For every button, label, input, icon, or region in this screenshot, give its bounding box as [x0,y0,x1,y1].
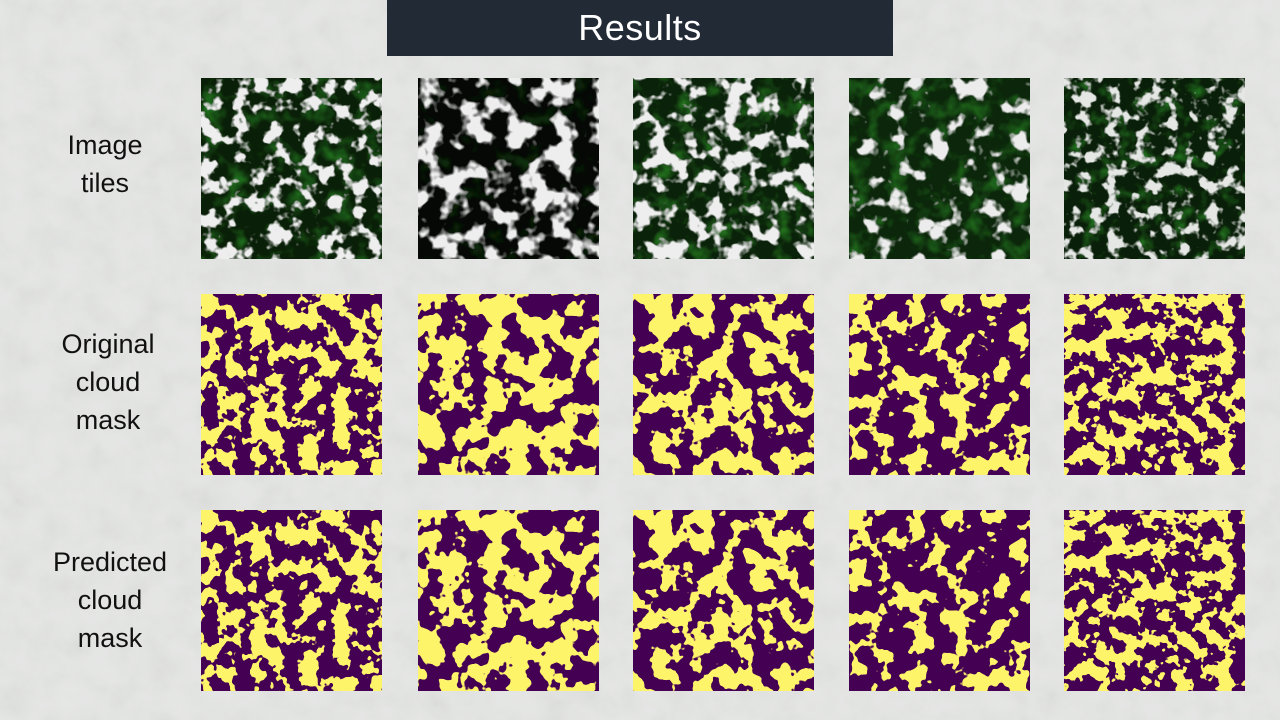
original-cloud-mask [201,294,382,475]
row-label-line: Predicted [52,547,168,577]
row-label-line: mask [77,623,143,653]
image-tile [849,78,1030,259]
row-label-line: mask [75,405,141,435]
predicted-cloud-mask [1064,510,1245,691]
image-tile [418,78,599,259]
original-cloud-mask [849,294,1030,475]
row-label-line: cloud [77,585,143,615]
row-label-line: Original [61,329,155,359]
row-label-original-cloud-mask: Original cloud mask [23,325,193,439]
predicted-cloud-mask [849,510,1030,691]
slide-title: Results [387,0,893,56]
predicted-cloud-mask [201,510,382,691]
original-cloud-mask [633,294,814,475]
original-cloud-mask [418,294,599,475]
image-tile [1064,78,1245,259]
row-label-image-tiles: Image tiles [20,126,190,202]
predicted-cloud-mask [418,510,599,691]
row-label-predicted-cloud-mask: Predicted cloud mask [25,543,195,657]
original-cloud-mask [1064,294,1245,475]
image-tile [633,78,814,259]
image-tile [201,78,382,259]
predicted-cloud-mask [633,510,814,691]
row-label-line: tiles [80,168,129,198]
row-label-line: Image [67,130,143,160]
row-label-line: cloud [75,367,141,397]
